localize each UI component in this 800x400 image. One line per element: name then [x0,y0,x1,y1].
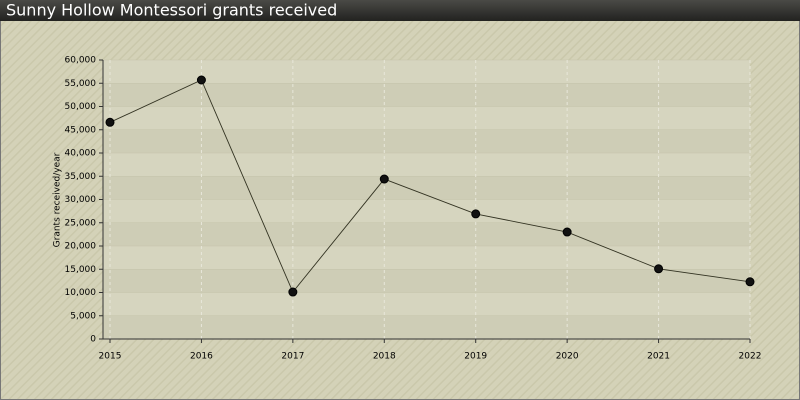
y-tick-label: 30,000 [65,195,97,205]
plot-band [103,222,750,246]
plot-band [103,83,750,107]
plot-band [103,129,750,153]
data-point [745,277,755,287]
y-tick-label: 60,000 [65,56,97,66]
y-tick-label: 10,000 [65,288,97,298]
data-point [471,209,481,219]
plot-band [103,176,750,200]
x-tick-label: 2019 [464,352,487,362]
x-tick-label: 2022 [739,352,762,362]
chart-title: Sunny Hollow Montessori grants received [6,1,337,20]
y-tick-label: 5,000 [70,311,96,321]
x-tick-label: 2017 [281,352,304,362]
series-line [109,79,751,293]
data-point [288,287,298,297]
y-tick-label: 45,000 [65,125,97,135]
data-point [196,75,206,85]
y-tick-label: 35,000 [65,172,97,182]
x-tick-label: 2015 [99,352,122,362]
y-axis-label: Grants received/year [53,152,63,247]
y-tick-label: 20,000 [65,242,97,252]
x-tick-label: 2020 [556,352,579,362]
y-tick-label: 25,000 [65,218,97,228]
data-point [379,174,389,184]
x-tick-label: 2021 [647,352,670,362]
y-tick-label: 55,000 [65,79,97,89]
y-tick-label: 40,000 [65,149,97,159]
y-tick-label: 50,000 [65,102,97,112]
x-tick-label: 2016 [190,352,213,362]
x-tick-label: 2018 [373,352,396,362]
y-tick-label: 0 [90,335,96,345]
plot-band [103,269,750,293]
data-point [105,117,115,127]
title-bar [0,0,800,21]
data-point [562,227,572,237]
y-tick-label: 15,000 [65,265,97,275]
data-point [654,264,664,274]
plot-band [103,315,750,339]
